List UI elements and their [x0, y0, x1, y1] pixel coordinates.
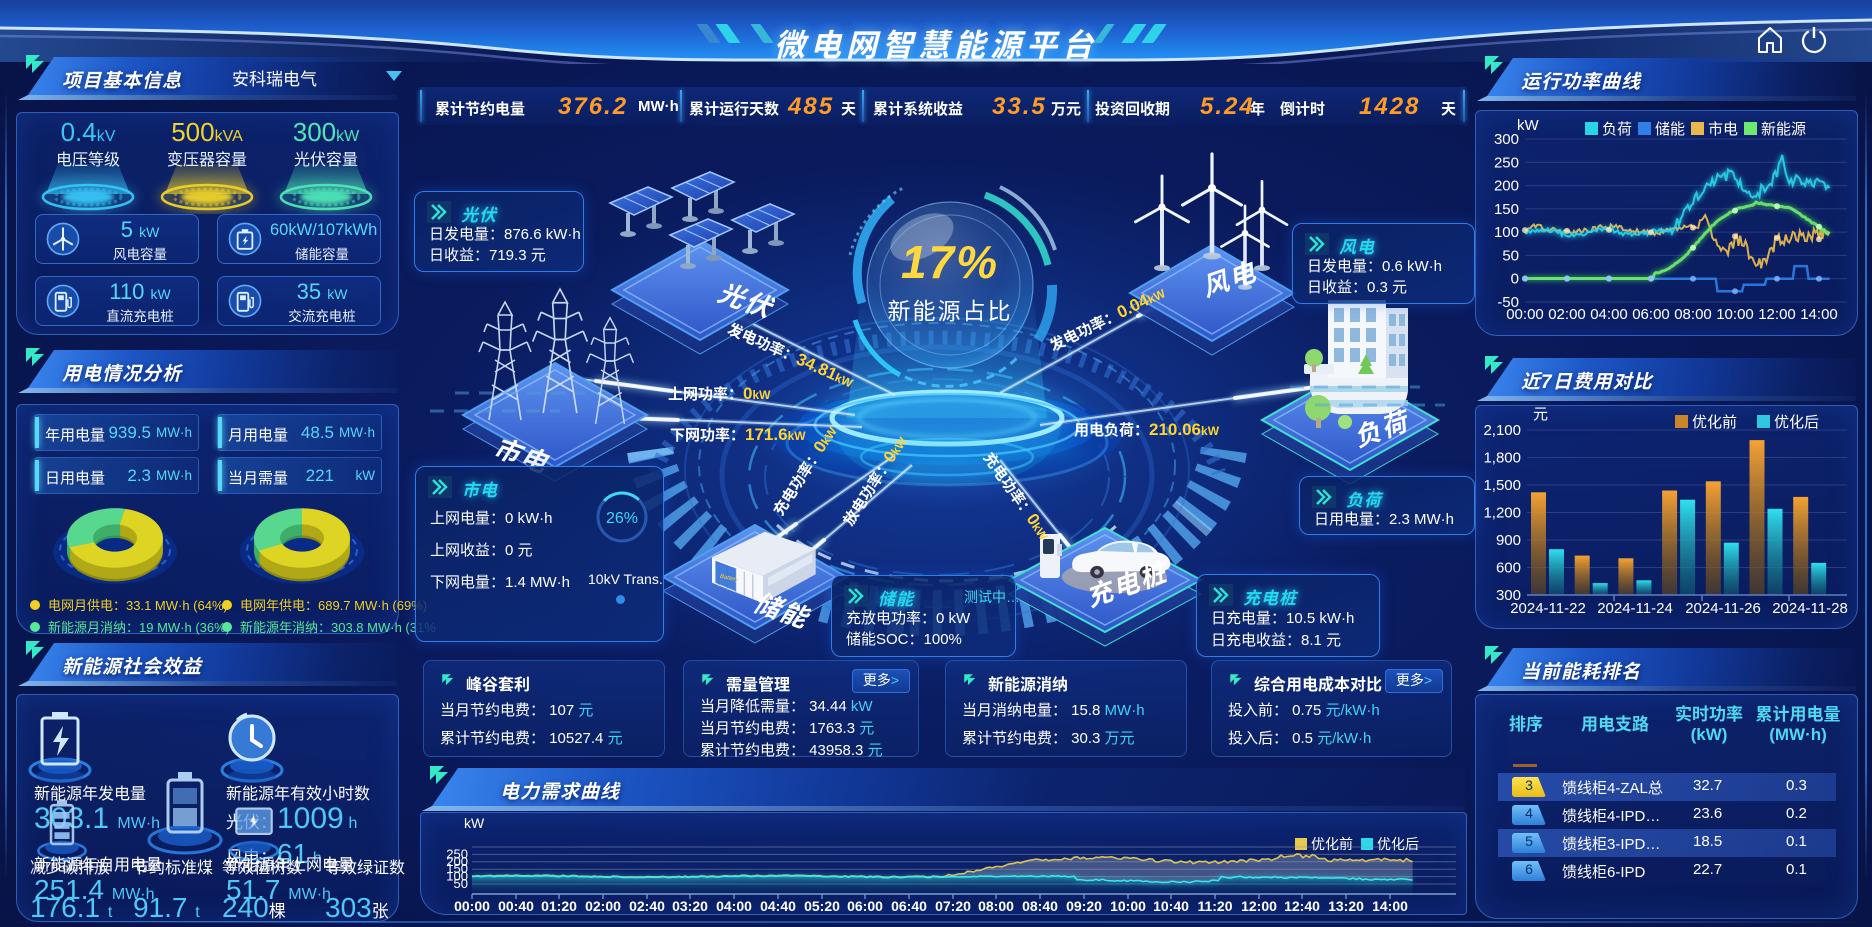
svg-text:1,200: 1,200	[1483, 505, 1521, 522]
svg-text:10:00: 10:00	[1110, 898, 1146, 913]
svg-text:200: 200	[1494, 178, 1519, 195]
svg-text:06:00: 06:00	[1632, 306, 1670, 323]
svg-text:250: 250	[1494, 154, 1519, 171]
svg-text:300: 300	[1494, 131, 1519, 148]
svg-text:01:20: 01:20	[541, 898, 577, 913]
svg-text:优化前: 优化前	[1692, 414, 1737, 431]
svg-text:06:00: 06:00	[847, 898, 883, 913]
svg-text:13:20: 13:20	[1328, 898, 1364, 913]
svg-text:新能源占比: 新能源占比	[888, 298, 1013, 324]
svg-text:150: 150	[446, 861, 468, 876]
svg-text:00:00: 00:00	[1506, 306, 1544, 323]
svg-text:12:40: 12:40	[1284, 898, 1320, 913]
svg-text:2024-11-22: 2024-11-22	[1510, 600, 1586, 617]
svg-text:14:00: 14:00	[1800, 306, 1838, 323]
svg-text:07:20: 07:20	[935, 898, 971, 913]
svg-text:优化后: 优化后	[1377, 836, 1419, 852]
svg-text:优化前: 优化前	[1311, 836, 1353, 852]
svg-text:150: 150	[1494, 201, 1519, 218]
svg-text:10:00: 10:00	[1716, 306, 1754, 323]
svg-text:10:40: 10:40	[1153, 898, 1189, 913]
svg-text:-50: -50	[1497, 294, 1519, 311]
svg-text:2024-11-24: 2024-11-24	[1597, 600, 1673, 617]
svg-text:2024-11-26: 2024-11-26	[1685, 600, 1761, 617]
svg-text:12:00: 12:00	[1758, 306, 1796, 323]
svg-text:负荷: 负荷	[1602, 121, 1632, 138]
svg-text:14:00: 14:00	[1372, 898, 1408, 913]
svg-text:00:00: 00:00	[454, 898, 490, 913]
svg-text:02:00: 02:00	[1548, 306, 1586, 323]
svg-text:市电: 市电	[1708, 121, 1738, 138]
svg-text:kW: kW	[464, 815, 485, 831]
svg-text:0: 0	[1511, 271, 1519, 288]
svg-text:优化后: 优化后	[1774, 414, 1819, 431]
svg-text:09:20: 09:20	[1066, 898, 1102, 913]
svg-text:50: 50	[454, 876, 468, 891]
svg-text:600: 600	[1496, 560, 1521, 577]
svg-text:300: 300	[1496, 587, 1521, 604]
svg-text:Battery: Battery	[719, 574, 740, 584]
svg-text:2024-11-28: 2024-11-28	[1772, 600, 1848, 617]
svg-text:50: 50	[1502, 247, 1519, 264]
svg-text:08:00: 08:00	[1674, 306, 1712, 323]
svg-text:新能源: 新能源	[1761, 121, 1806, 138]
svg-text:元: 元	[1533, 406, 1548, 423]
svg-text:2,100: 2,100	[1483, 422, 1521, 439]
svg-text:250: 250	[446, 846, 468, 861]
svg-text:26%: 26%	[606, 510, 638, 527]
svg-text:11:20: 11:20	[1197, 898, 1232, 913]
svg-text:200: 200	[446, 854, 468, 869]
svg-text:08:40: 08:40	[1022, 898, 1058, 913]
svg-text:储能: 储能	[1655, 121, 1685, 138]
svg-text:00:40: 00:40	[498, 898, 534, 913]
svg-text:900: 900	[1496, 532, 1521, 549]
svg-text:04:00: 04:00	[716, 898, 752, 913]
svg-text:02:40: 02:40	[629, 898, 665, 913]
svg-text:08:00: 08:00	[978, 898, 1014, 913]
svg-text:04:40: 04:40	[760, 898, 796, 913]
svg-text:06:40: 06:40	[891, 898, 927, 913]
svg-text:100: 100	[1494, 224, 1519, 241]
svg-text:17%: 17%	[901, 236, 999, 288]
svg-text:03:20: 03:20	[672, 898, 708, 913]
svg-text:02:00: 02:00	[585, 898, 621, 913]
svg-text:1,500: 1,500	[1483, 477, 1521, 494]
svg-text:04:00: 04:00	[1590, 306, 1628, 323]
svg-text:100: 100	[446, 869, 468, 884]
svg-text:kW: kW	[1517, 117, 1540, 134]
svg-text:1,800: 1,800	[1483, 450, 1521, 467]
svg-text:12:00: 12:00	[1241, 898, 1277, 913]
svg-text:05:20: 05:20	[804, 898, 840, 913]
